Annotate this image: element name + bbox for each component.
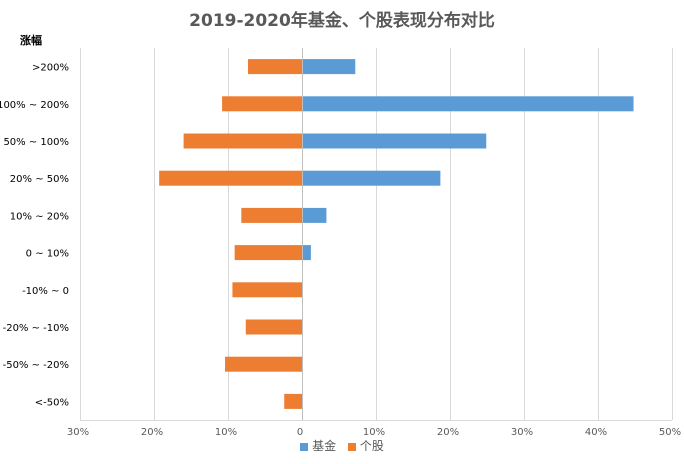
bar-fund-0	[302, 59, 356, 75]
bar-stock-2	[183, 133, 302, 149]
category-label-0: >200%	[32, 63, 69, 74]
bar-fund-2	[302, 133, 487, 149]
x-tick-label-6: 30%	[511, 427, 533, 438]
bar-stock-3	[159, 170, 302, 186]
legend-swatch-fund	[300, 442, 309, 451]
legend-label-stock: 个股	[359, 439, 384, 453]
category-label-3: 20% ~ 50%	[10, 174, 69, 185]
x-tick-label-1: 20%	[141, 427, 163, 438]
bar-stock-5	[234, 245, 302, 261]
legend-label-fund: 基金	[312, 439, 337, 453]
x-tick-label-3: 0	[297, 427, 303, 438]
bar-fund-4	[302, 207, 327, 223]
chart-title: 2019-2020年基金、个股表现分布对比	[189, 11, 495, 31]
bar-stock-1	[222, 96, 302, 112]
y-axis-title: 涨幅	[20, 34, 42, 47]
bar-fund-3	[302, 170, 441, 186]
bar-stock-6	[232, 282, 302, 298]
category-label-6: -10% ~ 0	[22, 286, 69, 297]
bar-stock-4	[241, 207, 302, 223]
legend-item-fund: 基金	[300, 437, 336, 454]
bar-stock-7	[245, 319, 302, 335]
bar-stock-9	[284, 393, 302, 409]
x-tick-label-4: 10%	[363, 427, 385, 438]
category-label-4: 10% ~ 20%	[10, 211, 69, 222]
bar-fund-1	[302, 96, 634, 112]
category-label-1: 100% ~ 200%	[0, 100, 69, 111]
category-label-2: 50% ~ 100%	[3, 137, 69, 148]
x-tick-label-8: 50%	[659, 427, 681, 438]
category-label-8: -50% ~ -20%	[3, 360, 69, 371]
category-label-7: -20% ~ -10%	[3, 323, 69, 334]
category-label-5: 0 ~ 10%	[26, 249, 69, 260]
bar-stock-0	[247, 59, 302, 75]
x-tick-label-7: 40%	[585, 427, 607, 438]
category-label-9: <-50%	[35, 397, 69, 408]
legend-item-stock: 个股	[347, 437, 384, 454]
bar-stock-8	[225, 356, 302, 372]
legend-swatch-stock	[347, 442, 356, 451]
x-tick-label-0: 30%	[67, 427, 89, 438]
x-tick-label-2: 10%	[215, 427, 237, 438]
legend: 基金 个股	[0, 437, 684, 454]
x-tick-label-5: 20%	[437, 427, 459, 438]
bar-fund-5	[302, 245, 311, 261]
